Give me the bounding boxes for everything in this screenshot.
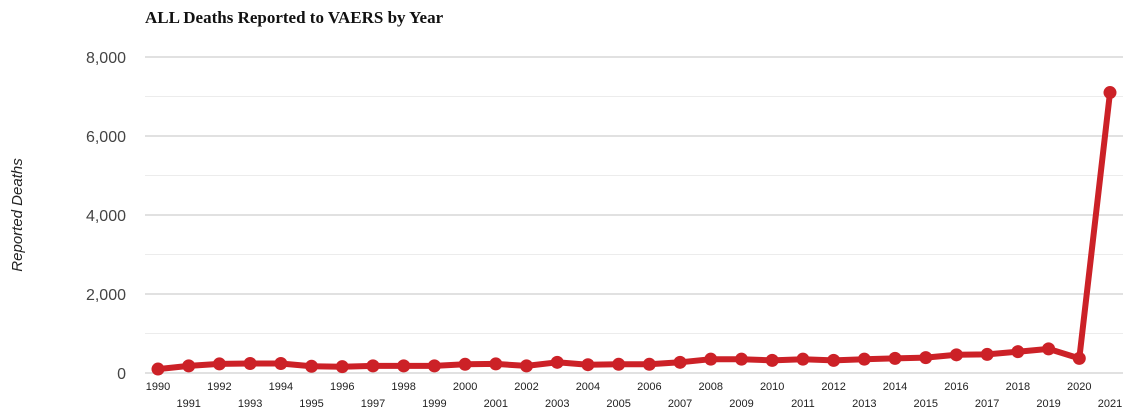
data-point bbox=[243, 357, 257, 371]
data-point bbox=[612, 357, 626, 371]
x-tick-label: 2010 bbox=[760, 381, 784, 393]
x-tick-label: 2013 bbox=[852, 398, 876, 408]
y-tick-label: 8,000 bbox=[86, 50, 126, 67]
x-tick-label: 2001 bbox=[484, 398, 508, 408]
data-point bbox=[673, 355, 687, 369]
y-tick-label: 0 bbox=[117, 366, 126, 383]
data-point bbox=[550, 355, 564, 369]
data-point bbox=[1042, 342, 1056, 356]
y-tick-label: 2,000 bbox=[86, 287, 126, 304]
x-tick-label: 1990 bbox=[146, 381, 170, 393]
data-point bbox=[581, 358, 595, 372]
x-tick-label: 2009 bbox=[729, 398, 753, 408]
x-tick-label: 2021 bbox=[1098, 398, 1122, 408]
data-point bbox=[335, 360, 349, 374]
series-line bbox=[155, 89, 1113, 373]
data-point bbox=[704, 352, 718, 366]
data-point bbox=[734, 352, 748, 366]
x-tick-label: 1996 bbox=[330, 381, 354, 393]
x-tick-label: 2005 bbox=[606, 398, 630, 408]
data-point bbox=[489, 357, 503, 371]
y-axis-label: Reported Deaths bbox=[9, 158, 26, 272]
data-point bbox=[888, 351, 902, 365]
x-tick-label: 2014 bbox=[883, 381, 907, 393]
data-point bbox=[1103, 86, 1117, 100]
x-tick-label: 2018 bbox=[1006, 381, 1030, 393]
x-tick-label: 2020 bbox=[1067, 381, 1091, 393]
x-tick-label: 1991 bbox=[176, 398, 200, 408]
x-tick-label: 1998 bbox=[391, 381, 415, 393]
data-point bbox=[949, 348, 963, 362]
x-tick-label: 2006 bbox=[637, 381, 661, 393]
x-tick-label: 2007 bbox=[668, 398, 692, 408]
x-tick-label: 1992 bbox=[207, 381, 231, 393]
data-point bbox=[397, 359, 411, 373]
data-point bbox=[980, 347, 994, 361]
data-point bbox=[366, 359, 380, 373]
data-point bbox=[1011, 345, 1025, 359]
data-point bbox=[520, 359, 534, 373]
x-tick-label: 1997 bbox=[361, 398, 385, 408]
x-tick-label: 1993 bbox=[238, 398, 262, 408]
x-tick-label: 2002 bbox=[514, 381, 538, 393]
y-tick-label: 6,000 bbox=[86, 129, 126, 146]
x-tick-label: 1994 bbox=[269, 381, 293, 393]
x-tick-label: 1995 bbox=[299, 398, 323, 408]
data-point bbox=[212, 357, 226, 371]
data-point bbox=[796, 352, 810, 366]
x-tick-label: 2015 bbox=[913, 398, 937, 408]
data-point bbox=[765, 353, 779, 367]
x-tick-label: 2017 bbox=[975, 398, 999, 408]
data-point bbox=[274, 357, 288, 371]
x-tick-label: 1999 bbox=[422, 398, 446, 408]
data-point bbox=[458, 357, 472, 371]
chart-title: ALL Deaths Reported to VAERS by Year bbox=[145, 8, 444, 27]
x-tick-label: 2003 bbox=[545, 398, 569, 408]
data-point bbox=[305, 359, 319, 373]
x-tick-label: 2012 bbox=[821, 381, 845, 393]
x-tick-label: 2000 bbox=[453, 381, 477, 393]
x-tick-label: 2011 bbox=[791, 398, 815, 408]
x-tick-label: 2004 bbox=[576, 381, 600, 393]
data-point bbox=[1072, 351, 1086, 365]
data-point bbox=[642, 357, 656, 371]
x-tick-label: 2008 bbox=[699, 381, 723, 393]
data-point bbox=[151, 362, 165, 376]
x-tick-label: 2019 bbox=[1036, 398, 1060, 408]
y-tick-label: 4,000 bbox=[86, 208, 126, 225]
data-point bbox=[827, 353, 841, 367]
data-point bbox=[182, 359, 196, 373]
data-point bbox=[427, 359, 441, 373]
data-point bbox=[919, 351, 933, 365]
data-point bbox=[857, 352, 871, 366]
x-tick-label: 2016 bbox=[944, 381, 968, 393]
